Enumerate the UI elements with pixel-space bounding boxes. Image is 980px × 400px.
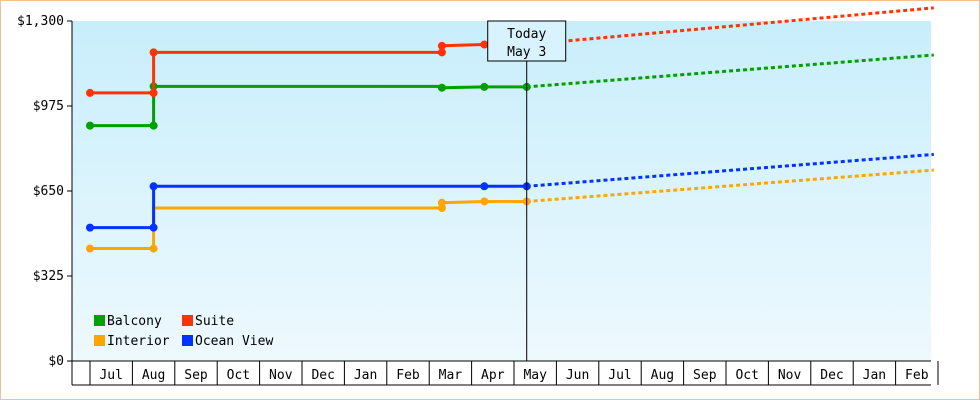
x-tick-label: Dec bbox=[820, 368, 843, 383]
legend-swatch-suite bbox=[182, 315, 193, 326]
data-point-balcony bbox=[437, 83, 446, 92]
today-box bbox=[487, 20, 567, 62]
series-forecast-suite bbox=[526, 6, 934, 46]
x-tick-label: May bbox=[523, 368, 547, 383]
legend-label-interior: Interior bbox=[107, 334, 170, 349]
legend-swatch-balcony bbox=[94, 315, 105, 326]
series-ocean-view bbox=[86, 152, 934, 232]
x-tick-label: Aug bbox=[142, 368, 165, 383]
data-point-suite bbox=[437, 48, 446, 57]
x-tick-label: Feb bbox=[396, 368, 420, 383]
y-tick-label: $975 bbox=[33, 99, 64, 114]
series-forecast-ocean-view bbox=[526, 152, 934, 188]
x-tick-label: Jul bbox=[99, 368, 122, 383]
legend-swatch-ocean-view bbox=[182, 335, 193, 346]
data-point-suite bbox=[437, 41, 446, 50]
data-point-suite bbox=[149, 48, 158, 57]
legend-label-suite: Suite bbox=[195, 314, 234, 329]
x-tick-label: Nov bbox=[778, 368, 802, 383]
y-axis: $0 $325 $650 $975 $1,300 bbox=[17, 14, 73, 369]
x-tick-label: Aug bbox=[651, 368, 674, 383]
data-point-suite bbox=[480, 40, 489, 49]
legend-label-ocean-view: Ocean View bbox=[195, 334, 273, 349]
y-tick-label: $325 bbox=[33, 269, 64, 284]
data-point-ocean-view bbox=[86, 223, 94, 232]
x-tick-label: Sep bbox=[184, 368, 208, 383]
y-tick-label: $0 bbox=[48, 354, 64, 369]
series-suite bbox=[86, 6, 934, 97]
series-layer bbox=[86, 6, 934, 253]
y-tick-label: $1,300 bbox=[17, 14, 64, 29]
data-point-balcony bbox=[480, 82, 489, 91]
x-tick-label: Dec bbox=[311, 368, 334, 383]
x-tick-label: Feb bbox=[905, 368, 929, 383]
legend-swatch-interior bbox=[94, 335, 105, 346]
x-tick-label: Nov bbox=[269, 368, 293, 383]
x-tick-label: Mar bbox=[439, 368, 463, 383]
data-point-ocean-view bbox=[149, 223, 158, 232]
x-tick-label: Jan bbox=[354, 368, 377, 383]
y-tick-label: $650 bbox=[33, 184, 64, 199]
today-label: Today bbox=[507, 27, 546, 42]
data-point-interior bbox=[86, 244, 94, 253]
today-date-label: May 3 bbox=[507, 45, 546, 60]
data-point-ocean-view bbox=[480, 182, 489, 191]
x-tick-label: Jan bbox=[863, 368, 886, 383]
series-forecast-interior bbox=[526, 168, 934, 203]
data-point-suite bbox=[149, 88, 158, 97]
legend-label-balcony: Balcony bbox=[107, 314, 162, 329]
x-tick-label: Oct bbox=[227, 368, 250, 383]
series-forecast-balcony bbox=[526, 53, 934, 89]
series-balcony bbox=[86, 53, 934, 130]
x-tick-label: Sep bbox=[693, 368, 717, 383]
data-point-interior bbox=[437, 198, 446, 207]
x-axis: Jul Aug Sep Oct Nov Dec Jan Feb Mar Apr May Jun Jul A… bbox=[71, 360, 939, 386]
x-tick-label: Oct bbox=[735, 368, 758, 383]
data-point-suite bbox=[86, 88, 94, 97]
x-tick-label: Apr bbox=[481, 368, 505, 383]
plot-background bbox=[72, 21, 931, 361]
today-marker: Today May 3 bbox=[487, 20, 567, 361]
data-point-balcony bbox=[86, 121, 94, 130]
x-tick-label: Jul bbox=[608, 368, 631, 383]
data-point-interior bbox=[149, 244, 158, 253]
data-point-ocean-view bbox=[149, 182, 158, 191]
data-point-interior bbox=[480, 197, 489, 206]
legend: Balcony Suite Interior Ocean View bbox=[94, 314, 273, 349]
x-tick-label: Jun bbox=[566, 368, 589, 383]
data-point-balcony bbox=[149, 121, 158, 130]
